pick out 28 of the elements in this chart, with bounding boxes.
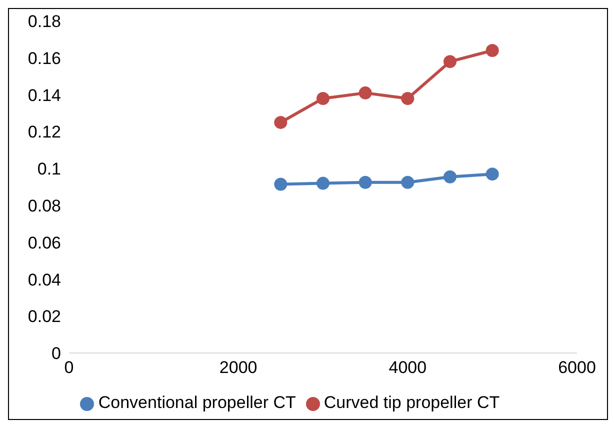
y-tick-label: 0.14 bbox=[28, 86, 61, 105]
point bbox=[486, 168, 499, 181]
y-tick-label: 0.16 bbox=[28, 48, 61, 68]
point bbox=[358, 86, 372, 100]
y-tick-label: 0.06 bbox=[28, 233, 61, 252]
x-tick-label: 2000 bbox=[219, 358, 258, 378]
x-tick-label: 0 bbox=[64, 358, 74, 378]
legend-label: Curved tip propeller CT bbox=[324, 393, 500, 412]
legend-label: Conventional propeller CT bbox=[98, 393, 296, 412]
point bbox=[486, 44, 499, 58]
point bbox=[274, 178, 288, 191]
x-tick-label: 4000 bbox=[388, 358, 427, 378]
point bbox=[444, 170, 456, 184]
point bbox=[316, 92, 330, 105]
y-tick-label: 0.18 bbox=[28, 12, 61, 32]
y-tick-label: 0.1 bbox=[37, 160, 61, 179]
x-tick-label: 6000 bbox=[558, 358, 596, 378]
y-tick-label: 0 bbox=[52, 344, 61, 364]
y-tick-label: 0.12 bbox=[28, 122, 61, 142]
point bbox=[316, 176, 330, 190]
y-tick-label: 0.08 bbox=[28, 196, 61, 216]
point bbox=[358, 176, 372, 189]
point bbox=[401, 176, 414, 189]
point bbox=[444, 55, 456, 68]
point bbox=[401, 92, 414, 105]
y-tick-label: 0.04 bbox=[28, 270, 61, 290]
point bbox=[274, 116, 288, 129]
y-tick-label: 0.02 bbox=[28, 307, 61, 326]
